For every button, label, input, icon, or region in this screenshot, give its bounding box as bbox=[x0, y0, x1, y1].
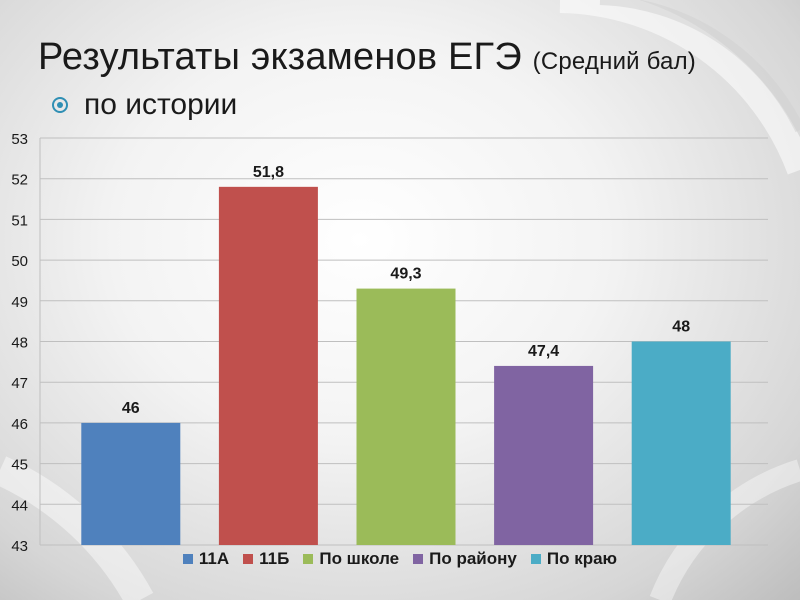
data-label: 48 bbox=[672, 319, 690, 336]
bar-4 bbox=[631, 341, 731, 545]
bar-0 bbox=[81, 422, 181, 545]
legend-item: По краю bbox=[530, 549, 618, 569]
bar-1 bbox=[218, 186, 318, 545]
y-tick-label: 52 bbox=[11, 172, 28, 189]
chart-legend: 11А 11Б По школе По району По краю bbox=[0, 549, 800, 569]
legend-swatch bbox=[303, 554, 314, 564]
y-axis-tick-labels: 43 44 45 46 47 48 49 50 51 52 53 bbox=[11, 131, 28, 555]
data-label: 51,8 bbox=[253, 164, 284, 181]
bar-2 bbox=[356, 288, 456, 545]
y-tick-label: 46 bbox=[11, 416, 28, 433]
legend-label: По краю bbox=[546, 549, 618, 568]
slide-title: Результаты экзаменов ЕГЭ (Средний бал) bbox=[38, 36, 696, 79]
y-tick-label: 50 bbox=[11, 253, 28, 270]
chart-bars bbox=[81, 186, 731, 545]
legend-label: По школе bbox=[319, 549, 400, 568]
y-tick-label: 45 bbox=[11, 457, 28, 474]
data-label: 49,3 bbox=[390, 266, 421, 283]
legend-label: По району bbox=[429, 549, 517, 568]
bar-3 bbox=[494, 365, 594, 545]
y-tick-label: 51 bbox=[11, 212, 28, 229]
legend-swatch bbox=[413, 554, 424, 564]
legend-item: По району bbox=[413, 549, 517, 569]
y-tick-label: 47 bbox=[11, 375, 28, 392]
bullet-icon bbox=[52, 97, 68, 113]
data-label: 47,4 bbox=[528, 343, 559, 360]
chart-data-labels: 46 51,8 49,3 47,4 48 bbox=[122, 164, 690, 417]
legend-item: По школе bbox=[303, 549, 399, 569]
title-subtitle: (Средний бал) bbox=[532, 48, 696, 75]
legend-label: 11А bbox=[198, 549, 230, 568]
y-tick-label: 49 bbox=[11, 294, 28, 311]
legend-item: 11Б bbox=[243, 549, 289, 569]
legend-item: 11А bbox=[182, 549, 230, 569]
y-tick-label: 53 bbox=[11, 131, 28, 148]
bullet-point: по истории bbox=[52, 88, 237, 122]
legend-swatch bbox=[182, 554, 193, 564]
title-main: Результаты экзаменов ЕГЭ bbox=[38, 36, 522, 78]
legend-swatch bbox=[243, 554, 254, 564]
legend-swatch bbox=[530, 554, 541, 564]
y-tick-label: 43 bbox=[11, 538, 28, 555]
data-label: 46 bbox=[122, 400, 140, 417]
bullet-text: по истории bbox=[84, 88, 238, 121]
y-tick-label: 48 bbox=[11, 335, 28, 352]
legend-label: 11Б bbox=[259, 549, 290, 568]
y-tick-label: 44 bbox=[11, 497, 28, 514]
